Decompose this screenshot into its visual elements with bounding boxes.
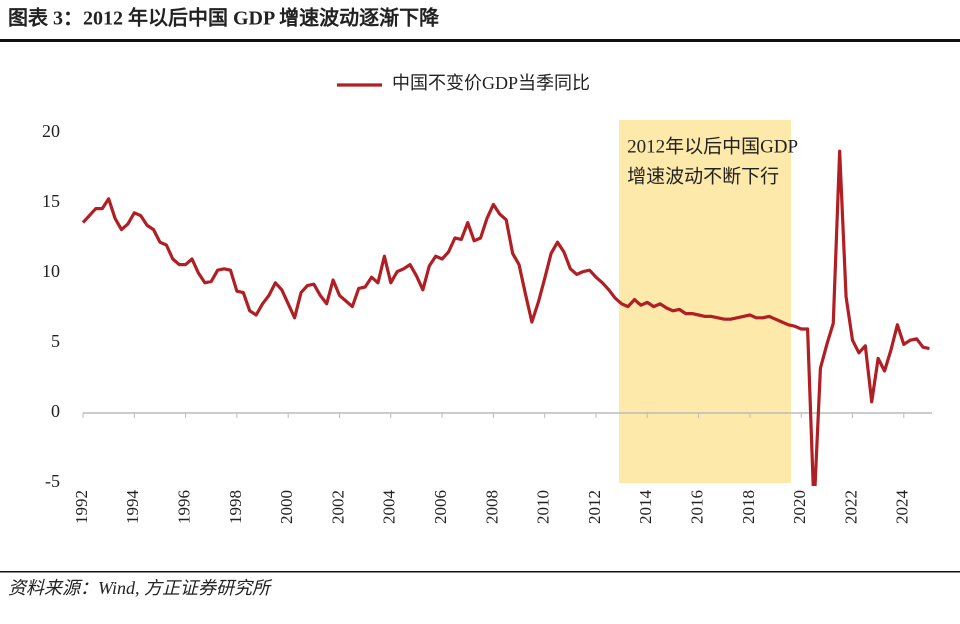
title-rule: [0, 39, 960, 42]
x-tick-label: 2018: [739, 490, 758, 524]
x-tick-label: 2002: [328, 490, 347, 524]
annotation: 增速波动不断下行: [627, 165, 779, 187]
x-tick-label: 2000: [277, 490, 296, 524]
y-tick-label: 10: [42, 261, 60, 281]
y-tick-label: 20: [42, 121, 60, 141]
series-line: [81, 149, 930, 486]
x-tick-label: 2008: [482, 490, 501, 524]
footer-rule: [0, 571, 960, 573]
x-tick-label: 1996: [175, 490, 194, 524]
x-tick-label: 2004: [380, 490, 399, 525]
legend-label: 中国不变价GDP当季同比: [392, 73, 590, 93]
x-tick-label: 2016: [687, 490, 706, 524]
y-tick-label: 5: [51, 331, 60, 351]
x-tick-label: 1994: [123, 490, 142, 525]
x-tick-label: 1998: [226, 490, 245, 524]
x-tick-label: 2022: [841, 490, 860, 524]
x-tick-label: 2014: [636, 490, 655, 525]
x-tick-label: 2024: [893, 490, 912, 525]
plot-area: [81, 149, 930, 486]
chart-title: 图表 3：2012 年以后中国 GDP 增速波动逐渐下降: [8, 6, 440, 30]
x-tick-label: 1992: [72, 490, 91, 524]
y-tick-label: 15: [42, 191, 60, 211]
x-tick-label: 2012: [585, 490, 604, 524]
y-tick-label: -5: [45, 471, 60, 491]
source-note: 资料来源：Wind, 方正证券研究所: [8, 578, 273, 598]
y-tick-label: 0: [51, 401, 60, 421]
x-tick-label: 2010: [534, 490, 553, 524]
annotation: 2012年以后中国GDP: [627, 135, 798, 157]
x-tick-label: 2020: [790, 490, 809, 524]
x-tick-label: 2006: [431, 490, 450, 524]
